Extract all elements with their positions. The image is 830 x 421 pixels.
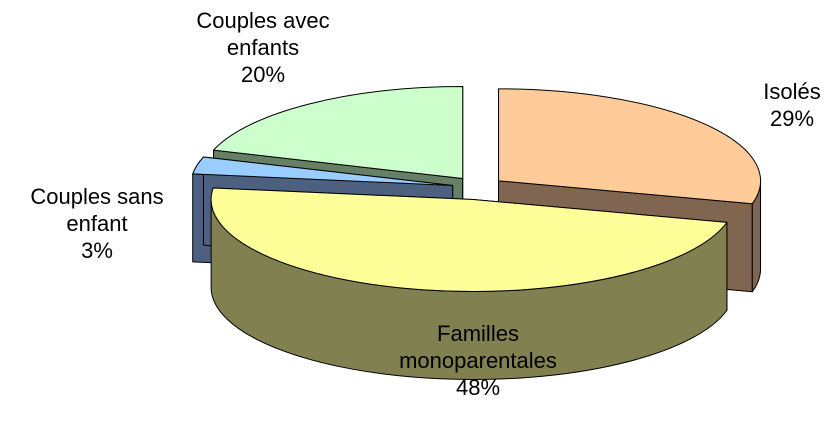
value-label: 48% bbox=[455, 375, 501, 400]
category-name: Familles monoparentales bbox=[399, 321, 557, 373]
category-name: Couples avec enfants bbox=[196, 8, 330, 60]
slice-label: Isolés 29% bbox=[747, 78, 830, 132]
slice-label: Couples avec enfants 20% bbox=[163, 7, 363, 88]
value-label: 20% bbox=[240, 62, 286, 87]
slice-top bbox=[192, 156, 454, 186]
slice-label: Couples sans enfant 3% bbox=[2, 183, 192, 264]
slice-top bbox=[213, 86, 464, 180]
slice-top bbox=[498, 88, 762, 205]
slice-label: Familles monoparentales 48% bbox=[358, 320, 598, 401]
slice-top bbox=[210, 187, 728, 292]
value-label: 3% bbox=[81, 238, 113, 263]
value-label: 29% bbox=[769, 106, 815, 131]
category-name: Isolés bbox=[763, 79, 821, 104]
category-name: Couples sans enfant bbox=[30, 184, 164, 236]
